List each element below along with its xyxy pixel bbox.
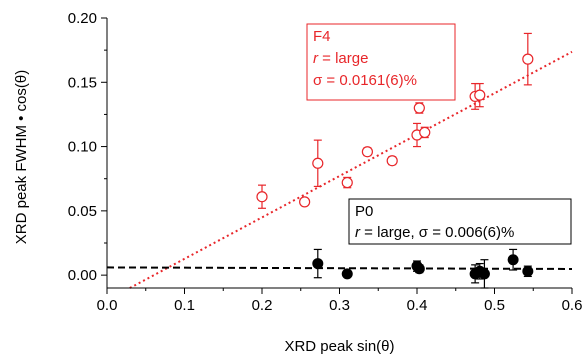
x-tick-label: 0.2 xyxy=(252,297,273,314)
annotation-text-run: = large, σ = 0.006(6)% xyxy=(360,224,514,241)
f4-point xyxy=(312,157,324,169)
x-tick-label: 0.3 xyxy=(329,297,350,314)
y-tick-label: 0.15 xyxy=(68,74,97,91)
f4-point xyxy=(361,146,373,158)
annotation-text-run: σ = 0.0161(6)% xyxy=(313,72,417,89)
f4-point xyxy=(522,53,534,65)
p0-point xyxy=(507,254,519,266)
x-tick-label: 0.1 xyxy=(174,297,195,314)
y-tick-label: 0.05 xyxy=(68,203,97,220)
x-axis-label: XRD peak sin(θ) xyxy=(284,338,394,355)
data-points xyxy=(256,53,534,280)
x-tick-label: 0.0 xyxy=(97,297,118,314)
f4-point xyxy=(474,89,486,101)
f4-point xyxy=(419,126,431,139)
annotation-text-run: P0 xyxy=(355,203,373,220)
y-tick-label: 0.10 xyxy=(68,139,97,156)
p0-annotation-line: r = large, σ = 0.006(6)% xyxy=(355,224,514,241)
p0-point xyxy=(478,268,490,280)
f4-fit-line xyxy=(129,50,573,289)
f4-point xyxy=(413,102,425,114)
y-tick-label: 0.20 xyxy=(68,10,97,27)
p0-point xyxy=(522,265,534,277)
p0-annotation-line: P0 xyxy=(355,203,373,220)
x-tick-label: 0.5 xyxy=(484,297,505,314)
y-tick-label: 0.00 xyxy=(68,267,97,284)
f4-point xyxy=(256,191,268,203)
f4-point xyxy=(299,196,311,208)
x-tick-label: 0.4 xyxy=(407,297,428,314)
y-axis-label: XRD peak FWHM • cos(θ) xyxy=(13,70,30,244)
p0-annotation-box xyxy=(348,198,572,245)
p0-point xyxy=(413,263,425,275)
annotation-text-run: = large xyxy=(318,50,368,67)
annotation-text-run: r xyxy=(355,224,361,241)
annotations: F4 r = large σ = 0.0161(6)% P0 r = large, σ … xyxy=(306,23,572,245)
f4-point xyxy=(386,155,398,167)
f4-annotation-box xyxy=(306,23,456,101)
axes: 0.0 0.1 0.2 0.3 0.4 0.5 0.6 0.00 0.05 0.10 0.15 0.2… xyxy=(68,10,583,314)
p0-fit-line xyxy=(106,266,573,270)
f4-annotation-line: F4 xyxy=(313,28,331,45)
f4-annotation-line: r = large xyxy=(313,50,368,67)
p0-point xyxy=(312,258,324,270)
fit-lines xyxy=(106,50,573,289)
f4-point xyxy=(341,176,353,189)
f4-annotation-line: σ = 0.0161(6)% xyxy=(313,72,417,89)
annotation-text-run: r xyxy=(313,50,319,67)
x-tick-label: 0.6 xyxy=(562,297,583,314)
annotation-text-run: F4 xyxy=(313,28,331,45)
p0-point xyxy=(341,268,353,280)
